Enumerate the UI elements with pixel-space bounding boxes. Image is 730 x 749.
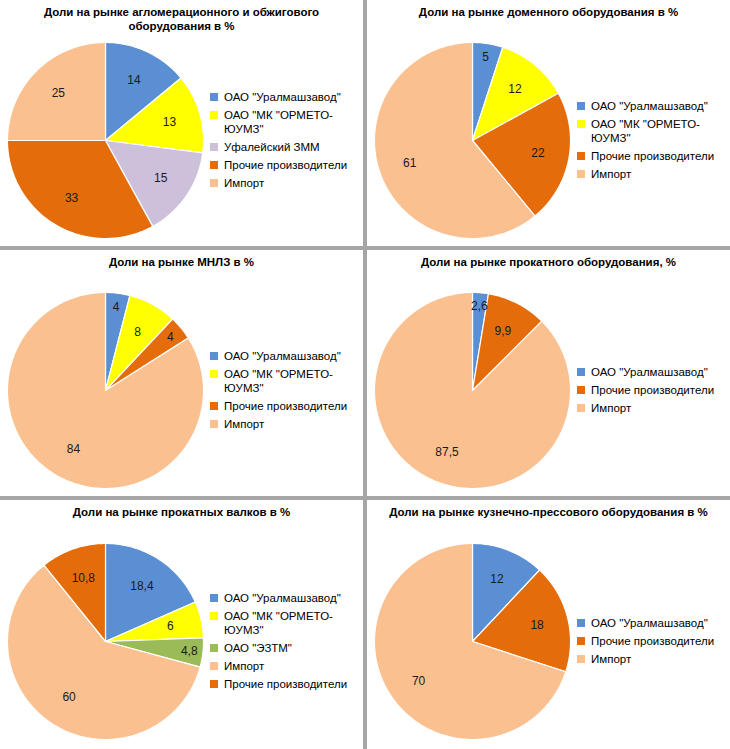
html-text:Прочие производители: Прочие производители bbox=[591, 383, 715, 396]
html-text:Импорт: Импорт bbox=[591, 401, 632, 414]
svg-text:18: 18 bbox=[530, 618, 544, 632]
html-text:Прочие производители: Прочие производители bbox=[224, 158, 348, 171]
html-text:ОАО "Уралмашзавод": ОАО "Уралмашзавод" bbox=[591, 365, 708, 378]
html-text:Прочие производители: Прочие производители bbox=[591, 149, 715, 162]
svg-text:61: 61 bbox=[403, 155, 417, 169]
svg-text:22: 22 bbox=[531, 145, 545, 159]
html-text:ОАО "МК "ОРМЕТО-ЮУМЗ": ОАО "МК "ОРМЕТО-ЮУМЗ" bbox=[224, 367, 333, 394]
html-text:Прочие производители: Прочие производители bbox=[224, 678, 348, 690]
svg-text:4,8: 4,8 bbox=[181, 644, 198, 658]
html-text:Доли на рынке прокатных валков: Доли на рынке прокатных валков в % bbox=[72, 506, 291, 518]
html-text:Импорт: Импорт bbox=[224, 176, 265, 189]
html-text:ОАО "Уралмашзавод": ОАО "Уралмашзавод" bbox=[224, 592, 341, 604]
svg-text:6: 6 bbox=[167, 619, 174, 633]
svg-text:70: 70 bbox=[412, 674, 426, 688]
svg-text:25: 25 bbox=[52, 86, 66, 100]
html-text:Доли на рынке прокатного обору: Доли на рынке прокатного оборудования, % bbox=[421, 256, 676, 268]
html-text:ОАО "Уралмашзавод": ОАО "Уралмашзавод" bbox=[591, 99, 708, 112]
html-text:ОАО "Уралмашзавод": ОАО "Уралмашзавод" bbox=[224, 90, 341, 103]
html-text:Доли на рынке МНЛЗ в %: Доли на рынке МНЛЗ в % bbox=[108, 256, 255, 268]
html-text:ОАО "МК "ОРМЕТО-ЮУМЗ": ОАО "МК "ОРМЕТО-ЮУМЗ" bbox=[224, 610, 333, 636]
html-text:ОАО "Уралмашзавод": ОАО "Уралмашзавод" bbox=[224, 349, 341, 362]
svg-text:4: 4 bbox=[167, 329, 174, 343]
svg-text:12: 12 bbox=[508, 81, 522, 95]
svg-text:14: 14 bbox=[127, 73, 141, 87]
html-text:ОАО "МК "ОРМЕТО-ЮУМЗ": ОАО "МК "ОРМЕТО-ЮУМЗ" bbox=[591, 117, 700, 144]
svg-text:18,4: 18,4 bbox=[130, 579, 154, 593]
svg-text:10,8: 10,8 bbox=[72, 571, 96, 585]
html-text:Импорт: Импорт bbox=[591, 653, 632, 665]
svg-text:87,5: 87,5 bbox=[435, 444, 459, 458]
html-text:Доли на рынке доменного оборуд: Доли на рынке доменного оборудования в % bbox=[418, 6, 679, 18]
svg-text:12: 12 bbox=[490, 572, 504, 586]
svg-text:9,9: 9,9 bbox=[495, 324, 512, 338]
html-text:Доли на рынке кузнечно-прессов: Доли на рынке кузнечно-прессового оборуд… bbox=[389, 506, 708, 518]
svg-text:84: 84 bbox=[67, 441, 81, 455]
html-text:Прочие производители: Прочие производители bbox=[224, 399, 348, 412]
html-text:ОАО "Уралмашзавод": ОАО "Уралмашзавод" bbox=[591, 617, 708, 629]
html-text:Доли на рынке агломерационного: Доли на рынке агломерационного и обжигов… bbox=[43, 6, 320, 32]
svg-text:2,6: 2,6 bbox=[471, 299, 488, 313]
html-text:Импорт: Импорт bbox=[591, 167, 632, 180]
svg-text:15: 15 bbox=[154, 170, 168, 184]
html-text:Импорт: Импорт bbox=[224, 417, 265, 430]
html-text:Импорт: Импорт bbox=[224, 660, 265, 672]
svg-text:4: 4 bbox=[113, 299, 120, 313]
svg-text:60: 60 bbox=[62, 690, 76, 704]
svg-text:5: 5 bbox=[482, 50, 489, 64]
svg-text:33: 33 bbox=[65, 190, 79, 204]
svg-text:13: 13 bbox=[163, 114, 177, 128]
html-text:Уфалейский ЗММ: Уфалейский ЗММ bbox=[224, 140, 320, 153]
html-text:ОАО "МК "ОРМЕТО-ЮУМЗ": ОАО "МК "ОРМЕТО-ЮУМЗ" bbox=[224, 108, 333, 135]
html-text:ОАО "ЭЗТМ": ОАО "ЭЗТМ" bbox=[224, 642, 292, 654]
svg-text:8: 8 bbox=[134, 324, 141, 338]
html-text:Прочие производители: Прочие производители bbox=[591, 635, 715, 647]
